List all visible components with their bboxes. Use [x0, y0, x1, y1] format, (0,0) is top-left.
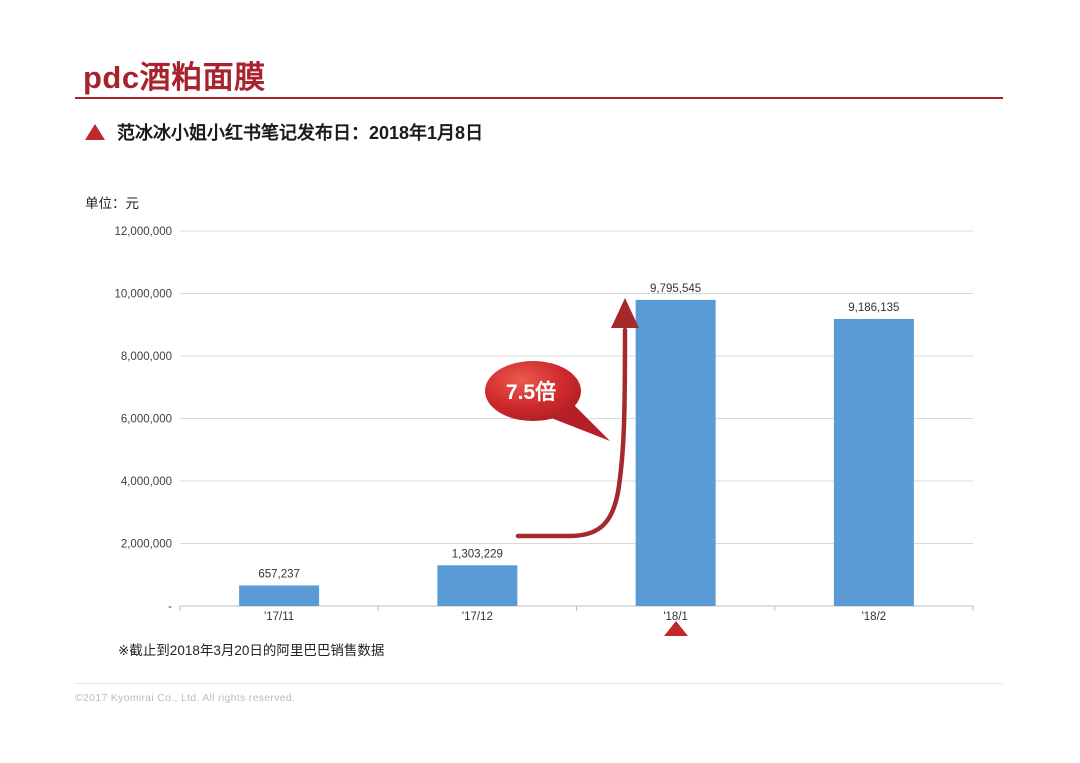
bar [833, 318, 914, 606]
growth-arrow [515, 327, 628, 539]
footer-divider [75, 683, 1003, 684]
bar [635, 299, 716, 606]
x-axis-label: '18/1 [663, 611, 688, 623]
bar [239, 585, 320, 606]
event-note: 范冰冰小姐小红书笔记发布日：2018年1月8日 [85, 119, 483, 145]
event-note-text: 范冰冰小姐小红书笔记发布日：2018年1月8日 [117, 123, 484, 143]
event-marker-icon [664, 621, 688, 636]
callout-text: 7.5倍 [506, 380, 556, 404]
x-axis-label: '17/11 [264, 611, 294, 623]
x-axis-label: '18/2 [862, 611, 887, 623]
bar-value-label: 1,303,229 [452, 548, 503, 560]
footnote: ※截止到2018年3月20日的阿里巴巴销售数据 [118, 643, 385, 658]
y-axis-tick-label: 2,000,000 [121, 539, 172, 551]
x-axis-label: '17/12 [462, 611, 493, 623]
y-axis-tick-label: 6,000,000 [121, 414, 172, 426]
bar-value-label: 9,186,135 [848, 302, 899, 314]
bar-value-label: 657,237 [258, 568, 300, 580]
y-axis-tick-label: - [168, 601, 172, 613]
y-axis-tick-label: 10,000,000 [114, 289, 172, 301]
triangle-bullet-icon [85, 124, 105, 140]
footer-copyright: ©2017 Kyomirai Co., Ltd. All rights rese… [75, 692, 296, 704]
bar-value-label: 9,795,545 [650, 283, 701, 295]
title-underline [75, 97, 1003, 99]
page-title: pdc酒粕面膜 [83, 60, 266, 95]
bar [437, 565, 518, 606]
unit-axis-label: 单位：元 [85, 196, 139, 211]
growth-arrowhead-icon [611, 298, 639, 328]
callout-bubble [485, 361, 581, 421]
y-axis-tick-label: 4,000,000 [121, 476, 172, 488]
y-axis-tick-label: 8,000,000 [121, 351, 172, 363]
y-axis-tick-label: 12,000,000 [114, 226, 172, 238]
